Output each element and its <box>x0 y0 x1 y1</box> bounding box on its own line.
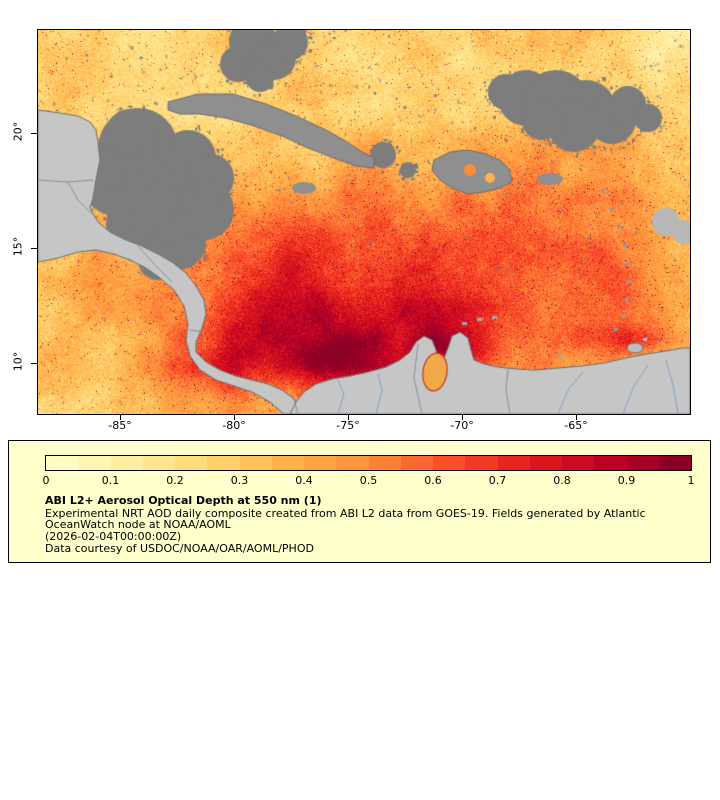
colorbar-tick-label: 0.3 <box>220 474 260 487</box>
colorbar-tick-label: 0.8 <box>542 474 582 487</box>
colorbar-segment <box>272 456 304 470</box>
colorbar-segment <box>659 456 691 470</box>
colorbar-segment <box>304 456 336 470</box>
colorbar-tick-label: 0.6 <box>413 474 453 487</box>
legend-box: ABI L2+ Aerosol Optical Depth at 550 nm … <box>8 440 711 563</box>
colorbar-tick-label: 0.4 <box>284 474 324 487</box>
colorbar-segment <box>562 456 594 470</box>
lon-tick-label: -65° <box>551 419 601 432</box>
legend-courtesy: Data courtesy of USDOC/NOAA/OAR/AOML/PHO… <box>45 542 314 555</box>
colorbar-segment <box>175 456 207 470</box>
colorbar-segment <box>465 456 497 470</box>
colorbar-tick-label: 0.5 <box>349 474 389 487</box>
colorbar-segment <box>594 456 626 470</box>
legend-title: ABI L2+ Aerosol Optical Depth at 550 nm … <box>45 494 322 507</box>
colorbar-segment <box>111 456 143 470</box>
colorbar <box>45 455 692 471</box>
colorbar-segment <box>627 456 659 470</box>
colorbar-segment <box>369 456 401 470</box>
colorbar-segment <box>207 456 239 470</box>
lon-tick-label: -80° <box>209 419 259 432</box>
colorbar-tick-label: 0.2 <box>155 474 195 487</box>
colorbar-segment <box>46 456 78 470</box>
lat-tick-label: 20° <box>12 110 25 154</box>
lat-tick-label: 10° <box>12 340 25 384</box>
lat-tick <box>31 363 37 364</box>
lon-tick-label: -85° <box>95 419 145 432</box>
aod-map-canvas <box>38 30 690 414</box>
colorbar-segment <box>78 456 110 470</box>
colorbar-segment <box>336 456 368 470</box>
colorbar-tick-label: 0.9 <box>607 474 647 487</box>
colorbar-segment <box>433 456 465 470</box>
lon-tick-label: -75° <box>323 419 373 432</box>
map-frame <box>37 29 691 415</box>
lon-tick-label: -70° <box>437 419 487 432</box>
lat-tick <box>31 133 37 134</box>
lat-tick-label: 15° <box>12 225 25 269</box>
colorbar-segment <box>530 456 562 470</box>
colorbar-segment <box>401 456 433 470</box>
colorbar-segment <box>143 456 175 470</box>
lat-tick <box>31 248 37 249</box>
colorbar-segment <box>240 456 272 470</box>
colorbar-tick-label: 1 <box>671 474 711 487</box>
colorbar-tick-label: 0 <box>26 474 66 487</box>
aod-figure: ABI L2+ Aerosol Optical Depth at 550 nm … <box>0 0 720 800</box>
colorbar-segment <box>498 456 530 470</box>
colorbar-tick-label: 0.1 <box>91 474 131 487</box>
colorbar-tick-label: 0.7 <box>478 474 518 487</box>
